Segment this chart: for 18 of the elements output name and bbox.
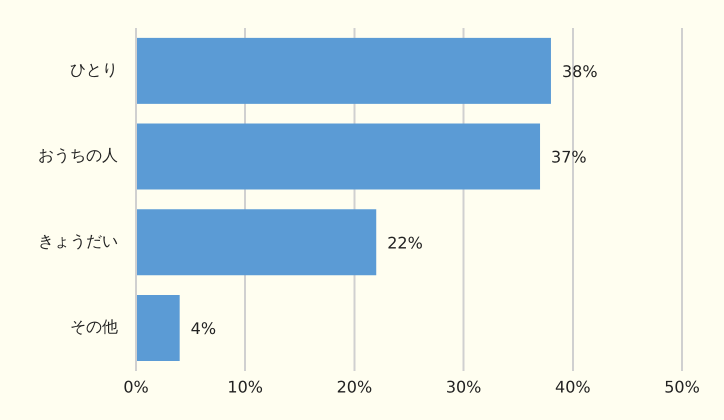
bar: [137, 209, 376, 276]
x-tick-label: 0%: [123, 378, 149, 397]
x-tick-label: 50%: [664, 378, 700, 397]
x-tick-label: 40%: [555, 378, 591, 397]
data-label: 22%: [387, 233, 423, 252]
x-tick-label: 30%: [446, 378, 482, 397]
data-label: 37%: [551, 148, 587, 167]
data-label: 4%: [190, 319, 216, 338]
y-tick-label: おうちの人: [38, 146, 118, 165]
y-tick-label: ひとり: [70, 60, 118, 80]
y-tick-label: その他: [70, 317, 118, 336]
y-tick-label: きょうだい: [38, 231, 118, 250]
data-label: 38%: [562, 62, 598, 82]
bar: [137, 124, 540, 190]
bar: [137, 294, 180, 361]
x-tick-label: 10%: [227, 378, 263, 397]
x-tick-label: 20%: [336, 378, 372, 397]
bar: [137, 38, 551, 104]
